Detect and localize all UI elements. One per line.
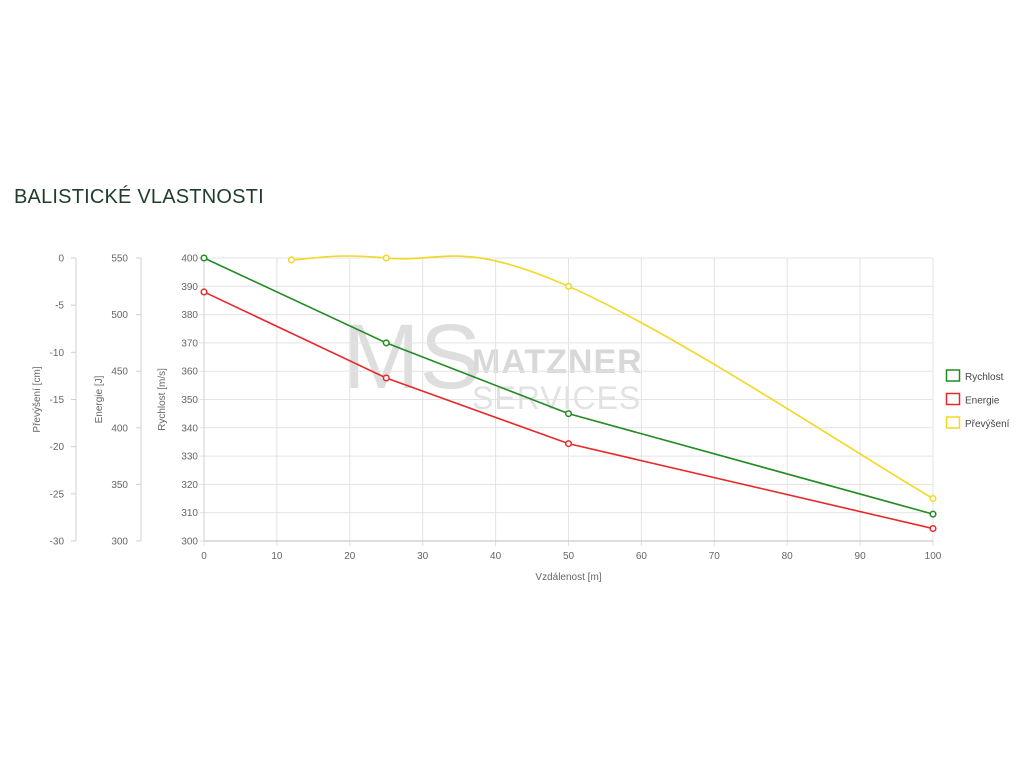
legend-item-rychlost[interactable]: Rychlost — [945, 369, 1004, 383]
legend-swatch — [945, 416, 961, 429]
prevyseni-tick-label: -10 — [50, 348, 65, 359]
energie-tick-label: 400 — [111, 423, 128, 434]
data-point-energie[interactable] — [929, 524, 937, 533]
rychlost-tick-label: 350 — [181, 395, 198, 406]
rychlost-axis-title: Rychlost [m/s] — [157, 368, 168, 431]
x-axis-title: Vzdálenost [m] — [535, 572, 601, 583]
rychlost-tick-label: 330 — [181, 452, 198, 463]
x-tick-label: 70 — [709, 551, 721, 562]
energie-tick-label: 450 — [111, 367, 128, 378]
energie-tick-label: 350 — [111, 480, 128, 491]
x-tick-label: 50 — [563, 551, 575, 562]
watermark-logo: MS MATZNER SERVICES — [343, 306, 643, 416]
prevyseni-tick-label: -15 — [50, 395, 65, 406]
energie-axis-title: Energie [J] — [94, 375, 105, 423]
data-point-rychlost[interactable] — [382, 339, 390, 347]
data-point-energie[interactable] — [200, 288, 208, 296]
data-point-rychlost[interactable] — [929, 510, 937, 518]
legend-label: Rychlost — [965, 372, 1004, 383]
data-point-prevyseni[interactable] — [564, 282, 573, 290]
data-point-rychlost[interactable] — [564, 410, 573, 418]
rychlost-tick-label: 400 — [181, 254, 198, 265]
watermark-text-bottom: SERVICES — [472, 380, 641, 416]
rychlost-tick-label: 390 — [181, 282, 198, 293]
watermark-monogram: MS — [343, 306, 481, 408]
rychlost-tick-label: 370 — [181, 338, 198, 349]
x-tick-label: 60 — [636, 551, 648, 562]
data-point-prevyseni[interactable] — [929, 495, 937, 503]
series-line-energie — [203, 291, 934, 530]
x-tick-label: 10 — [271, 551, 283, 562]
x-tick-label: 40 — [490, 551, 502, 562]
legend: Rychlost Energie Převýšení — [945, 369, 1010, 430]
watermark-text-top: MATZNER — [472, 343, 643, 381]
energie-tick-label: 300 — [111, 537, 128, 548]
rychlost-tick-label: 300 — [181, 537, 198, 548]
data-point-energie[interactable] — [382, 374, 390, 382]
data-point-prevyseni[interactable] — [287, 256, 296, 264]
prevyseni-tick-label: -30 — [50, 537, 65, 548]
prevyseni-axis-title: Převýšení [cm] — [32, 366, 43, 432]
rychlost-tick-label: 380 — [181, 310, 198, 321]
x-tick-label: 20 — [344, 551, 356, 562]
x-tick-label: 100 — [925, 551, 942, 562]
energie-tick-label: 500 — [111, 310, 128, 321]
legend-item-energie[interactable]: Energie — [945, 392, 1000, 407]
rychlost-tick-label: 340 — [181, 423, 198, 434]
legend-swatch — [945, 392, 961, 406]
legend-swatch — [945, 369, 961, 382]
legend-label: Převýšení — [965, 419, 1010, 430]
energie-tick-label: 550 — [111, 254, 128, 265]
legend-label: Energie — [965, 396, 1000, 407]
rychlost-tick-label: 320 — [181, 480, 198, 491]
legend-item-prevyseni[interactable]: Převýšení — [945, 416, 1010, 430]
page-title: BALISTICKÉ VLASTNOSTI — [14, 186, 264, 208]
series — [200, 254, 937, 533]
x-tick-label: 80 — [782, 551, 794, 562]
prevyseni-tick-label: -5 — [55, 301, 64, 312]
x-tick-label: 90 — [855, 551, 867, 562]
rychlost-tick-label: 360 — [181, 367, 198, 378]
x-tick-label: 0 — [201, 551, 207, 562]
prevyseni-tick-label: 0 — [58, 254, 64, 265]
data-point-rychlost[interactable] — [200, 254, 208, 262]
rychlost-tick-label: 310 — [181, 508, 198, 519]
data-point-prevyseni[interactable] — [382, 254, 390, 262]
series-line-rychlost — [203, 257, 934, 515]
data-point-energie[interactable] — [564, 440, 573, 448]
axes: 0 10 20 30 40 50 60 70 80 90 100 400 390 380 370 360 350… — [32, 254, 942, 584]
prevyseni-tick-label: -25 — [50, 489, 65, 500]
series-line-prevyseni — [291, 255, 934, 500]
prevyseni-tick-label: -20 — [50, 442, 65, 453]
x-tick-label: 30 — [417, 551, 429, 562]
